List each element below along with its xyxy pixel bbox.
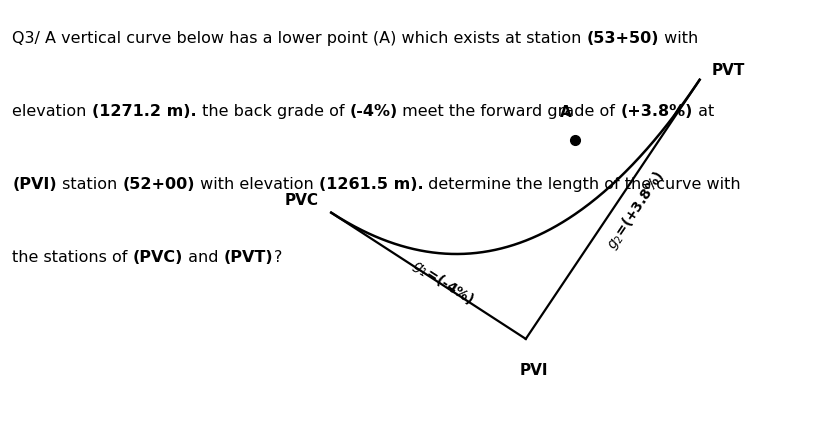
Text: determine the length of the curve with: determine the length of the curve with [423, 177, 740, 192]
Text: (1261.5 m).: (1261.5 m). [318, 177, 423, 192]
Text: $g_1$=(-4%): $g_1$=(-4%) [409, 256, 477, 309]
Text: PVC: PVC [284, 193, 318, 208]
Text: $g_2$=(+3.8%): $g_2$=(+3.8%) [602, 168, 667, 253]
Text: A: A [559, 105, 571, 120]
Text: (-4%): (-4%) [349, 104, 397, 119]
Text: and: and [183, 250, 223, 265]
Text: ?: ? [273, 250, 281, 265]
Text: PVI: PVI [519, 363, 547, 378]
Text: with: with [658, 31, 698, 46]
Text: the back grade of: the back grade of [196, 104, 349, 119]
Text: (PVT): (PVT) [223, 250, 273, 265]
Text: at: at [692, 104, 713, 119]
Text: PVT: PVT [711, 62, 744, 78]
Text: (PVC): (PVC) [133, 250, 183, 265]
Text: (1271.2 m).: (1271.2 m). [92, 104, 196, 119]
Text: (PVI): (PVI) [12, 177, 57, 192]
Text: the stations of: the stations of [12, 250, 133, 265]
Text: elevation: elevation [12, 104, 92, 119]
Text: (52+00): (52+00) [122, 177, 194, 192]
Text: with elevation: with elevation [194, 177, 318, 192]
Text: (+3.8%): (+3.8%) [619, 104, 692, 119]
Text: Q3/ A vertical curve below has a lower point (A) which exists at station: Q3/ A vertical curve below has a lower p… [12, 31, 586, 46]
Text: (53+50): (53+50) [586, 31, 658, 46]
Text: station: station [57, 177, 122, 192]
Text: meet the forward grade of: meet the forward grade of [397, 104, 619, 119]
